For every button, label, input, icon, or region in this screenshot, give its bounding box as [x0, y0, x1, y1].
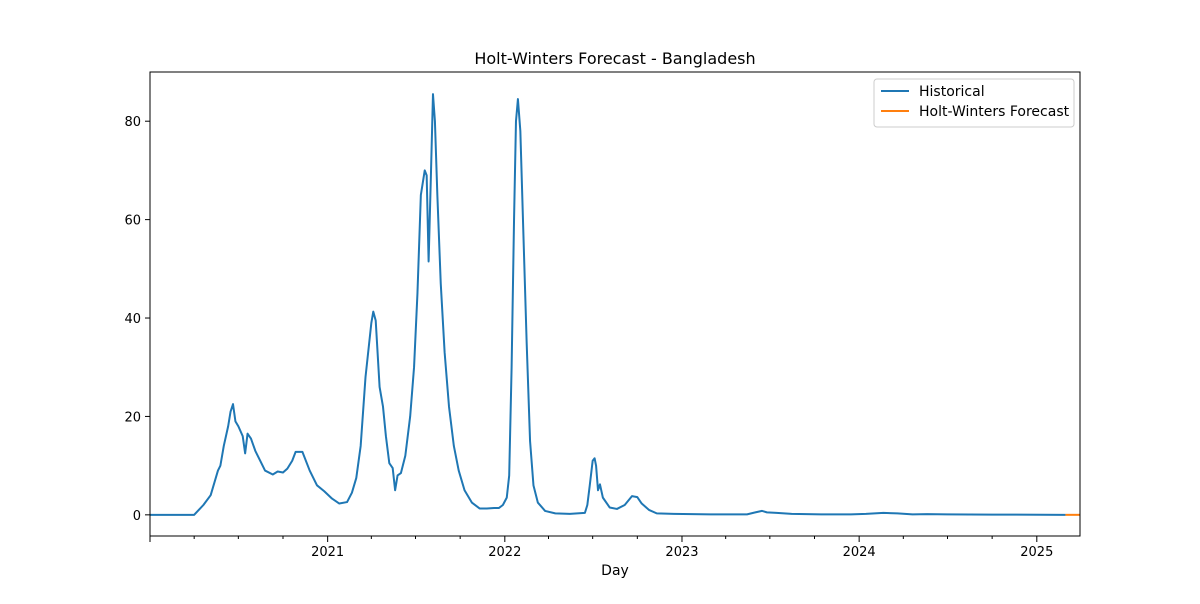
- plot-area: [150, 93, 1080, 516]
- legend-label-forecast: Holt-Winters Forecast: [919, 104, 1070, 120]
- x-axis: 2021 2022 2023 2024 2025: [149, 536, 1053, 560]
- x-tick-label: 2021: [311, 545, 344, 560]
- legend: Historical Holt-Winters Forecast: [873, 78, 1075, 128]
- y-tick-label: 80: [124, 115, 141, 130]
- x-axis-label: Day: [601, 563, 629, 579]
- x-tick-label: 2025: [1020, 545, 1053, 560]
- y-tick-label: 60: [124, 214, 141, 229]
- y-axis: 0 20 40 60 80: [124, 115, 150, 524]
- legend-label-historical: Historical: [919, 84, 985, 100]
- series-line-historical: [150, 93, 1066, 516]
- chart-title: Holt-Winters Forecast - Bangladesh: [474, 49, 755, 68]
- y-tick-label: 20: [124, 410, 141, 425]
- y-tick-label: 40: [124, 312, 141, 327]
- x-tick-label: 2022: [488, 545, 521, 560]
- legend-box: [873, 78, 1075, 128]
- x-tick-label: 2024: [843, 545, 876, 560]
- y-tick-label: 0: [133, 509, 141, 524]
- x-tick-label: 2023: [665, 545, 698, 560]
- plot-frame: [149, 71, 1081, 537]
